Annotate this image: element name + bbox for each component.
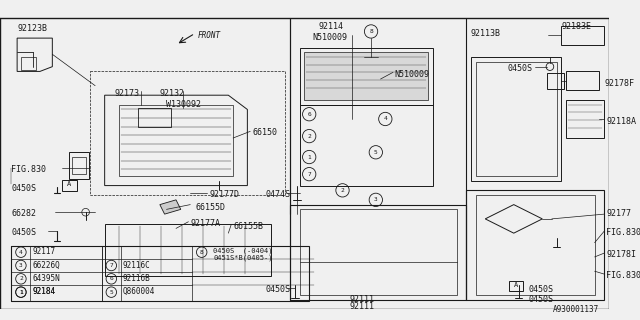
- Text: 92123B: 92123B: [17, 24, 47, 33]
- Text: 66155D: 66155D: [195, 203, 225, 212]
- Text: 2: 2: [307, 134, 311, 139]
- Text: FRONT: FRONT: [198, 31, 221, 40]
- Text: 92132: 92132: [160, 89, 185, 98]
- Text: 92111: 92111: [349, 302, 374, 311]
- Text: A: A: [67, 181, 72, 187]
- Polygon shape: [305, 52, 428, 100]
- Text: 92113B: 92113B: [471, 28, 501, 37]
- Polygon shape: [160, 200, 180, 214]
- Text: 66226Q: 66226Q: [33, 261, 60, 270]
- Text: 4: 4: [19, 250, 23, 255]
- Text: 92177D: 92177D: [209, 190, 239, 199]
- Bar: [509, 281, 524, 291]
- Text: 92178F: 92178F: [604, 79, 634, 88]
- Text: 66155B: 66155B: [233, 222, 263, 231]
- Text: 92184: 92184: [33, 287, 56, 296]
- Text: 0450S: 0450S: [508, 64, 532, 73]
- Text: FIG.830: FIG.830: [12, 165, 47, 174]
- Text: 2: 2: [340, 188, 344, 193]
- Text: 92178I: 92178I: [606, 250, 636, 259]
- Bar: [12, 245, 309, 301]
- Bar: [62, 180, 77, 191]
- Bar: [72, 157, 86, 174]
- Text: 0450S: 0450S: [12, 184, 36, 193]
- Text: 1: 1: [19, 290, 23, 295]
- Text: 0450S: 0450S: [528, 295, 553, 304]
- Text: 92117: 92117: [33, 247, 56, 256]
- Bar: [12, 245, 102, 301]
- Text: 92116B: 92116B: [123, 274, 150, 283]
- Text: A: A: [513, 282, 518, 288]
- Text: 0450S: 0450S: [12, 228, 36, 237]
- Text: 92183E: 92183E: [561, 22, 591, 31]
- Text: 1: 1: [19, 290, 23, 295]
- Text: N510009: N510009: [312, 33, 348, 42]
- Text: FIG.830: FIG.830: [606, 228, 640, 237]
- Text: 0450S: 0450S: [265, 285, 290, 294]
- Text: FIG.830: FIG.830: [606, 271, 640, 280]
- Text: Q860004: Q860004: [123, 287, 155, 296]
- Text: 4: 4: [383, 116, 387, 122]
- Text: 3: 3: [374, 197, 378, 202]
- Text: 0450S: 0450S: [528, 285, 553, 294]
- Text: 5: 5: [109, 290, 113, 295]
- Text: N510009: N510009: [395, 69, 430, 78]
- Text: 7: 7: [307, 172, 311, 177]
- Text: A930001137: A930001137: [553, 306, 600, 315]
- Text: 92177: 92177: [606, 209, 631, 218]
- Text: 0474S: 0474S: [265, 190, 290, 199]
- Text: 66282: 66282: [12, 209, 36, 218]
- Text: 0450S  (-0404)
0451S*B(0405-): 0450S (-0404) 0451S*B(0405-): [213, 247, 273, 261]
- Text: 92114: 92114: [319, 22, 344, 31]
- Bar: [90, 71, 285, 195]
- Text: 5: 5: [374, 150, 378, 155]
- Text: 2: 2: [19, 276, 23, 281]
- Text: 7: 7: [109, 263, 113, 268]
- Text: 8: 8: [369, 29, 373, 34]
- Text: 6: 6: [307, 112, 311, 117]
- Text: 1: 1: [307, 155, 311, 160]
- Text: 64395N: 64395N: [33, 274, 60, 283]
- Text: W130092: W130092: [166, 100, 202, 109]
- Text: 92184: 92184: [33, 287, 56, 296]
- Bar: [68, 152, 90, 179]
- Text: 6: 6: [109, 276, 113, 281]
- Bar: [138, 108, 172, 127]
- Text: 92118A: 92118A: [606, 117, 636, 126]
- Text: 8: 8: [200, 250, 204, 255]
- Text: 92116C: 92116C: [123, 261, 150, 270]
- Text: 92111: 92111: [349, 295, 374, 304]
- Text: 3: 3: [19, 263, 23, 268]
- Text: 66150: 66150: [252, 129, 277, 138]
- Text: 92173: 92173: [114, 89, 139, 98]
- Text: 92177A: 92177A: [190, 219, 220, 228]
